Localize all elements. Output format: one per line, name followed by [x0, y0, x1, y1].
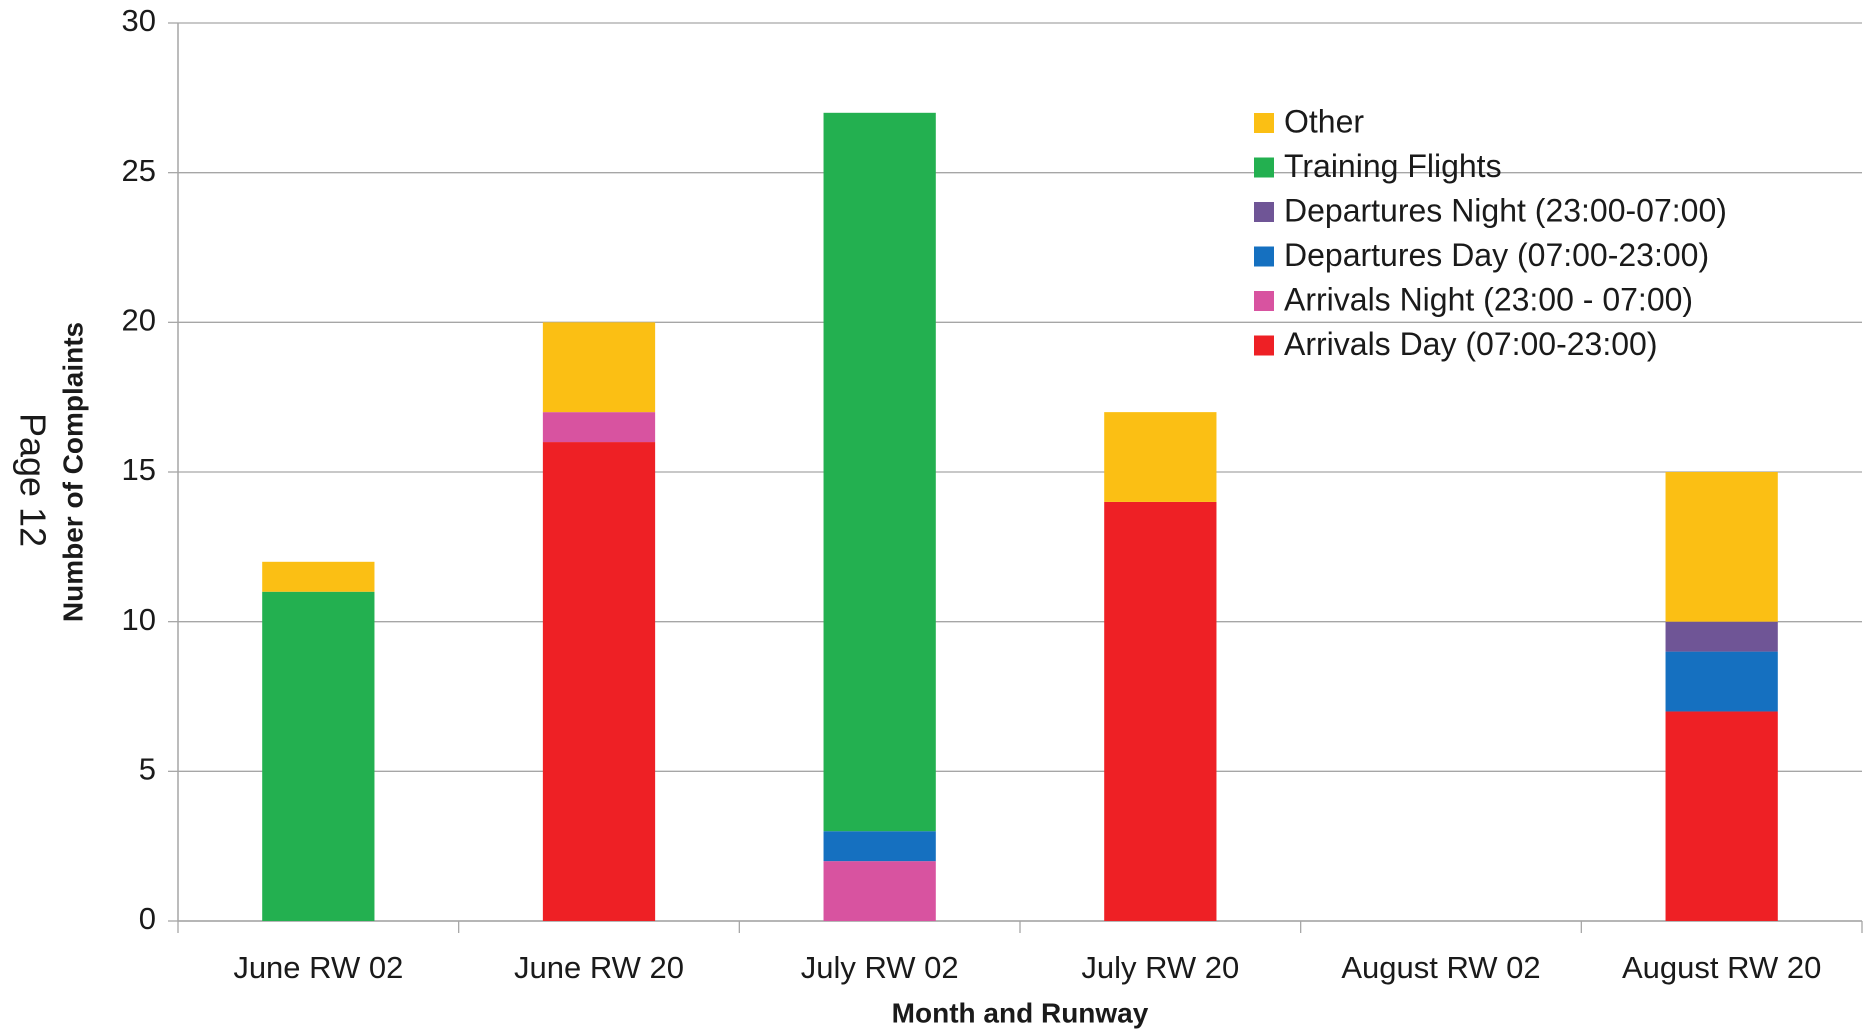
bar-segment: [262, 561, 375, 592]
bar-segment: [1665, 651, 1778, 712]
x-tick-label: August RW 20: [1622, 950, 1821, 985]
legend-text: Arrivals Day (07:00-23:00): [1284, 326, 1657, 362]
bar-segment: [823, 831, 936, 862]
x-tick-label: June RW 20: [514, 950, 684, 985]
legend-swatch: [1254, 202, 1274, 222]
bar-segment: [823, 861, 936, 921]
y-tick-label: 25: [122, 153, 156, 188]
x-tick-label: August RW 02: [1341, 950, 1540, 985]
y-tick-label: 15: [122, 452, 156, 487]
x-tick-label: June RW 02: [233, 950, 403, 985]
x-tick-label: July RW 02: [801, 950, 959, 985]
y-tick-label: 20: [122, 303, 156, 338]
bar-segment: [1665, 472, 1778, 622]
legend-swatch: [1254, 113, 1274, 133]
page-label: Page 12: [12, 413, 53, 547]
bar-segment: [542, 322, 656, 413]
legend-text: Other: [1284, 103, 1364, 139]
x-tick-label: July RW 20: [1081, 950, 1239, 985]
legend-text: Departures Day (07:00-23:00): [1284, 237, 1709, 273]
y-tick-label: 10: [122, 602, 156, 637]
bar-segment: [542, 412, 656, 443]
legend-swatch: [1254, 291, 1274, 311]
legend-swatch: [1254, 335, 1274, 356]
bar-segment: [1104, 412, 1217, 502]
legend-swatch: [1254, 246, 1274, 267]
y-axis-title: Number of Complaints: [57, 322, 88, 622]
x-axis-title: Month and Runway: [892, 997, 1149, 1028]
y-tick-label: 30: [122, 3, 156, 38]
legend-swatch: [1254, 157, 1274, 178]
legend-text: Arrivals Night (23:00 - 07:00): [1284, 281, 1693, 317]
bar-segment: [262, 591, 375, 921]
bar-segment: [1665, 621, 1778, 652]
bar-segment: [1665, 711, 1778, 921]
y-tick-label: 5: [139, 752, 156, 787]
legend-text: Training Flights: [1284, 148, 1502, 184]
bar-segment: [1104, 501, 1217, 921]
bar-segment: [823, 112, 936, 832]
legend-text: Departures Night (23:00-07:00): [1284, 192, 1727, 228]
y-tick-label: 0: [139, 901, 156, 936]
bar-segment: [542, 442, 656, 921]
